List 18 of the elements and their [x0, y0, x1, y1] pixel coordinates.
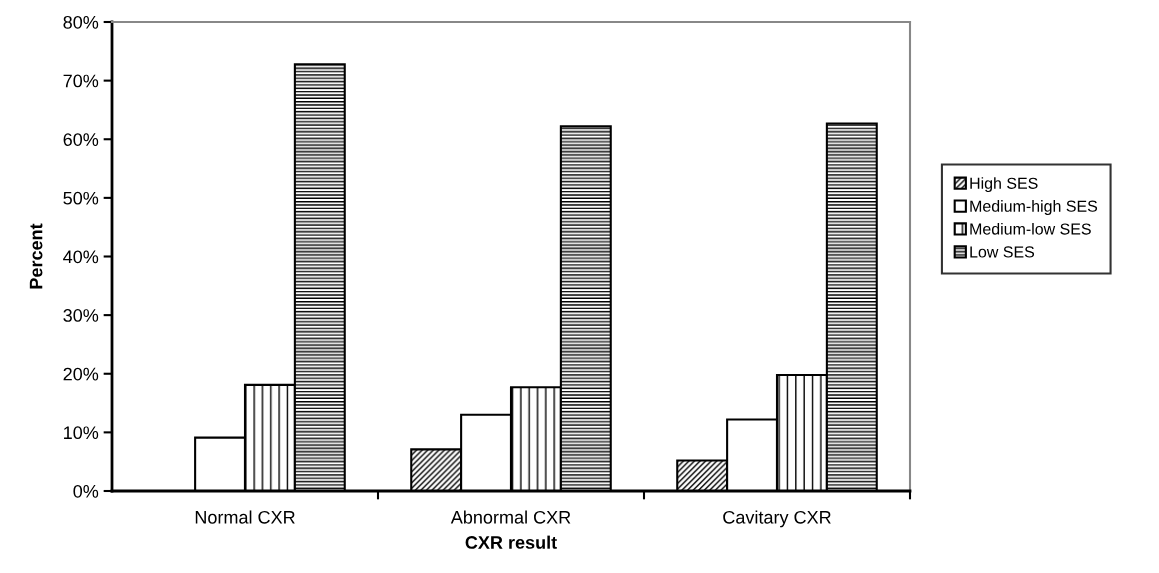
- y-tick-label: 70%: [63, 74, 99, 88]
- y-tick-label: 60%: [63, 133, 99, 146]
- legend-label: Medium-low SES: [970, 222, 1091, 235]
- y-tick-label: 0%: [73, 484, 99, 498]
- legend-label: Low SES: [970, 246, 1035, 258]
- legend-label: High SES: [970, 177, 1038, 193]
- legend-label: Medium-high SES: [970, 200, 1098, 215]
- x-axis-title: CXR result: [465, 535, 557, 549]
- x-tick-label: Normal CXR: [195, 510, 295, 524]
- y-axis-title: Percent: [29, 223, 43, 289]
- y-tick-label: 30%: [63, 309, 99, 322]
- x-tick-label: Abnormal CXR: [450, 510, 571, 524]
- y-tick-label: 20%: [63, 367, 99, 381]
- x-tick-label: Cavitary CXR: [723, 510, 831, 528]
- y-tick-label: 40%: [63, 250, 99, 264]
- y-tick-label: 10%: [64, 426, 99, 440]
- y-tick-label: 80%: [63, 15, 99, 29]
- y-tick-label: 50%: [63, 191, 99, 205]
